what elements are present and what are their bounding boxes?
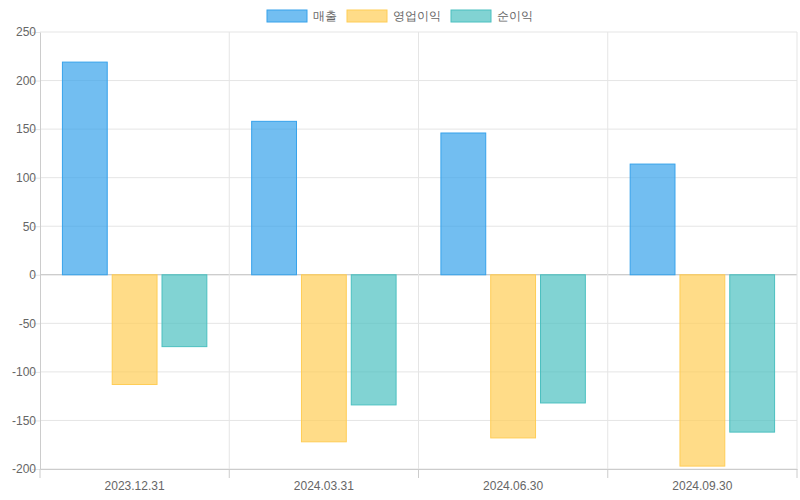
y-tick-label: -100 xyxy=(12,365,36,379)
x-divider-tick xyxy=(797,469,798,478)
y-tick: -200 xyxy=(12,462,40,476)
legend-swatch xyxy=(451,10,491,22)
grid xyxy=(40,32,797,469)
y-tick-label: 50 xyxy=(23,220,37,234)
x-tick: 2024.06.30 xyxy=(483,479,543,493)
x-tick-label: 2024.03.31 xyxy=(294,479,354,493)
legend-swatch xyxy=(347,10,387,22)
x-tick: 2024.09.30 xyxy=(672,479,732,493)
y-tick: 50 xyxy=(23,220,40,234)
x-tick: 2024.03.31 xyxy=(294,479,354,493)
legend-swatch xyxy=(267,10,307,22)
y-tick-label: 100 xyxy=(16,171,36,185)
y-tick: 250 xyxy=(16,25,40,39)
x-axis: 2023.12.31 2024.03.31 2024.06.30 2024.09.30 xyxy=(40,469,798,493)
bar xyxy=(491,275,536,438)
legend-label: 영업이익 xyxy=(393,9,441,23)
legend-item: 매출 xyxy=(267,9,337,23)
bar xyxy=(351,275,396,405)
y-axis: -200 -150 -100 -50 0 50 100 150 200 250 xyxy=(12,25,41,476)
y-tick-label: 0 xyxy=(29,268,36,282)
category-divider xyxy=(229,32,230,469)
x-tick-label: 2024.09.30 xyxy=(672,479,732,493)
bar xyxy=(630,164,675,275)
y-tick: 200 xyxy=(16,74,40,88)
y-tick-label: 150 xyxy=(16,122,36,136)
bar xyxy=(252,121,297,274)
y-tick-label: 200 xyxy=(16,74,36,88)
category-divider xyxy=(607,32,608,469)
bar xyxy=(541,275,586,403)
y-tick-label: -200 xyxy=(12,462,36,476)
y-tick-label: -50 xyxy=(19,317,37,331)
legend: 매출 영업이익 순이익 xyxy=(267,9,533,23)
x-tick: 2023.12.31 xyxy=(105,479,165,493)
y-tick-label: -150 xyxy=(12,414,36,428)
bar xyxy=(112,275,157,385)
x-tick-label: 2023.12.31 xyxy=(105,479,165,493)
legend-label: 순이익 xyxy=(497,9,533,23)
y-tick: 0 xyxy=(29,268,40,282)
chart: -200 -150 -100 -50 0 50 100 150 200 250 2023.12.31… xyxy=(0,0,800,500)
legend-label: 매출 xyxy=(313,9,337,23)
x-tick-label: 2024.06.30 xyxy=(483,479,543,493)
bar xyxy=(730,275,775,432)
y-tick: -150 xyxy=(12,414,40,428)
x-divider-tick xyxy=(40,469,41,478)
y-tick: 100 xyxy=(16,171,40,185)
x-divider-tick xyxy=(607,469,608,478)
bar xyxy=(162,275,207,347)
y-tick-label: 250 xyxy=(16,25,36,39)
x-divider-tick xyxy=(418,469,419,478)
bar xyxy=(680,275,725,466)
y-tick: 150 xyxy=(16,122,40,136)
y-tick: -50 xyxy=(19,317,40,331)
legend-item: 영업이익 xyxy=(347,9,441,23)
x-divider-tick xyxy=(229,469,230,478)
bar xyxy=(301,275,346,442)
category-divider xyxy=(797,32,798,469)
plot: -200 -150 -100 -50 0 50 100 150 200 250 2023.12.31… xyxy=(12,25,798,492)
bars xyxy=(62,62,774,466)
bar xyxy=(62,62,107,275)
y-tick: -100 xyxy=(12,365,40,379)
category-divider xyxy=(418,32,419,469)
legend-item: 순이익 xyxy=(451,9,533,23)
bar xyxy=(441,133,486,275)
y-axis-line xyxy=(40,33,41,470)
